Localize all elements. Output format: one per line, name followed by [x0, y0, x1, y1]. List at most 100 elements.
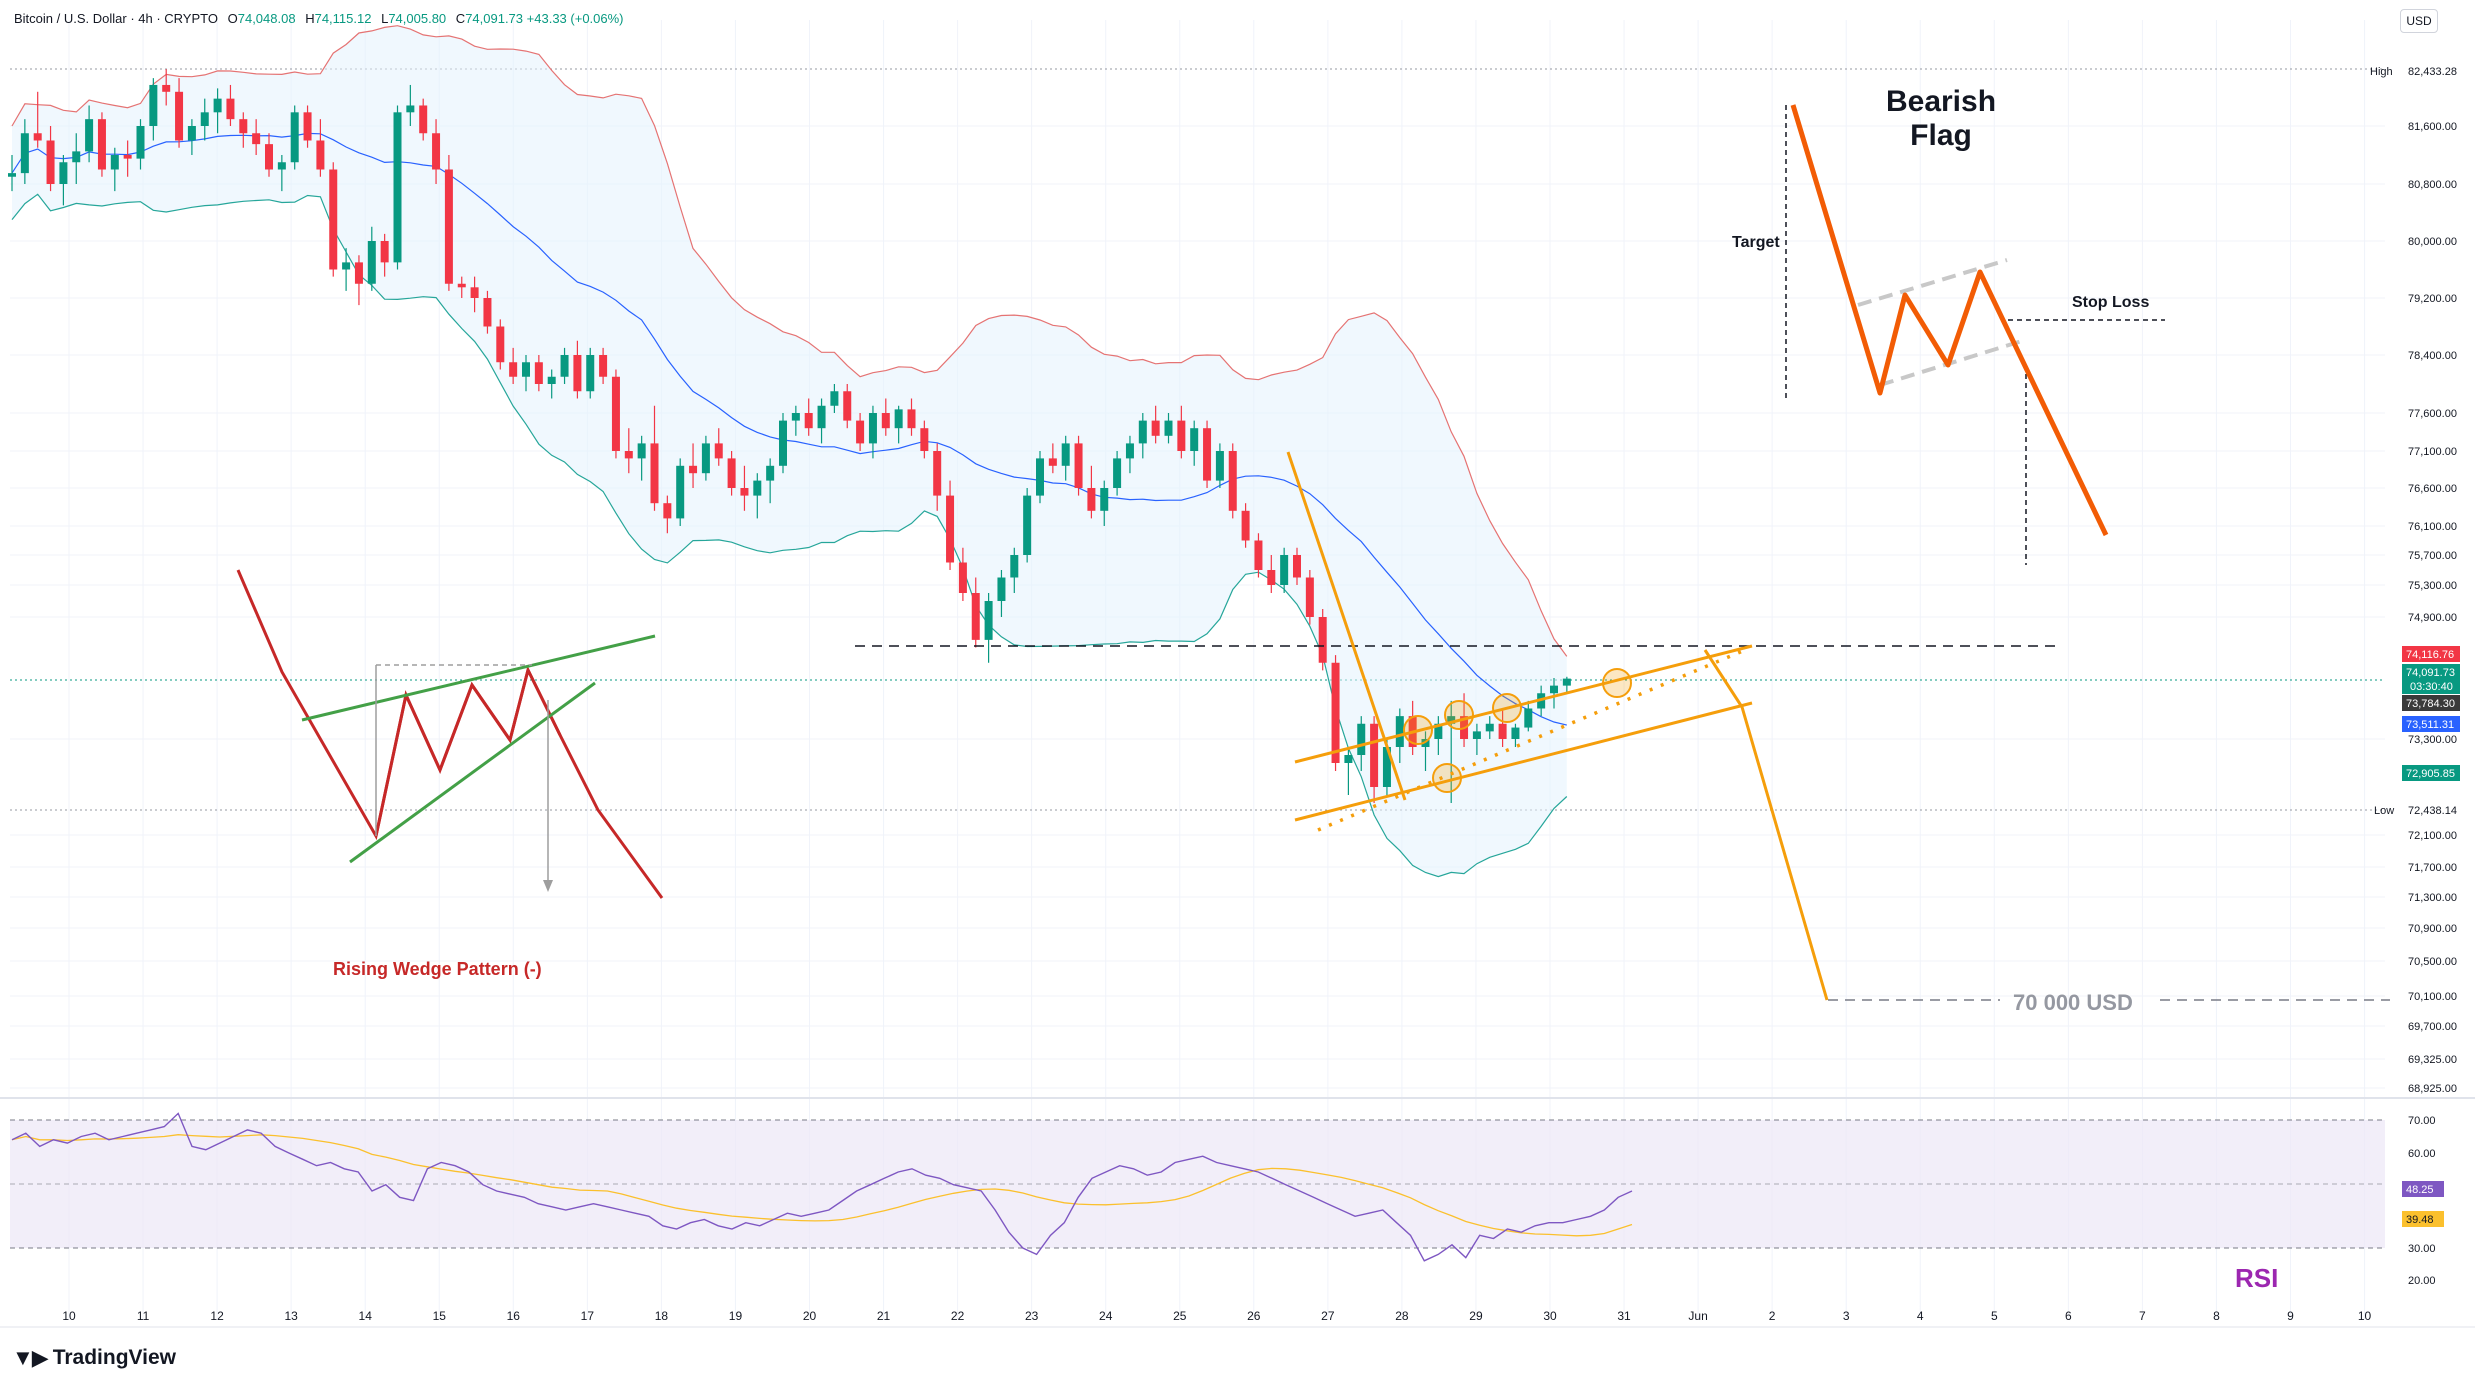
time-tick-label: 19: [729, 1309, 743, 1323]
price-tick-label: 73,300.00: [2408, 734, 2457, 746]
wedge-upper-line: [301, 634, 656, 722]
candle-body: [149, 84, 158, 126]
candle-body: [432, 133, 441, 170]
flag-channel-lower: [1879, 338, 2026, 387]
candle-body: [1305, 577, 1314, 617]
time-tick-label: 10: [62, 1309, 76, 1323]
time-tick-label: 9: [2287, 1309, 2294, 1323]
candle-body: [175, 91, 184, 141]
candle-body: [1280, 555, 1289, 585]
price-axis[interactable]: 81,600.00 80,800.00 80,000.00 79,200.00 78,4…: [2408, 121, 2457, 1095]
candle-body: [791, 413, 800, 421]
price-tick-label: 81,600.00: [2408, 121, 2457, 133]
candle-body: [843, 391, 852, 421]
candle-body: [1241, 510, 1250, 541]
channel-dotted: [1317, 648, 1746, 832]
candle-body: [509, 362, 518, 377]
time-tick-label: 27: [1321, 1309, 1335, 1323]
candle-body: [740, 488, 749, 496]
rsi-tick-label: 70.00: [2408, 1115, 2436, 1127]
candle-body: [1203, 428, 1212, 481]
low-label: L: [381, 11, 389, 26]
rsi-line: [11, 1112, 1633, 1262]
high-tag-label: High: [2370, 66, 2393, 78]
open-label: O: [227, 11, 238, 26]
drop-line: [1286, 451, 1407, 801]
time-axis[interactable]: 10 11 12 13 14 15 16 17 18 19 20 21 22 23 24 25 26 27 28 29…: [62, 1309, 2371, 1323]
price-tags: High 82,433.28 Low 72,438.14 74,116.76 7…: [2370, 66, 2460, 1227]
open-value: 74,048.08: [237, 11, 296, 26]
candle-body: [1061, 443, 1070, 466]
price-tick-label: 69,325.00: [2408, 1054, 2457, 1066]
wedge-red-path: [236, 569, 664, 899]
candle-body: [1318, 617, 1327, 663]
candle-body: [1177, 420, 1186, 451]
candle-body: [997, 577, 1006, 601]
price-tick-label: 80,800.00: [2408, 179, 2457, 191]
time-tick-label: 10: [2358, 1309, 2372, 1323]
price-tick-label: 80,000.00: [2408, 236, 2457, 248]
price-tick-label: 71,300.00: [2408, 892, 2457, 904]
candle-body: [1370, 723, 1379, 787]
candle-body: [470, 287, 479, 298]
high-value: 74,115.12: [314, 11, 372, 26]
grid-horizontal: [10, 125, 2385, 1089]
time-tick-label: 29: [1469, 1309, 1483, 1323]
rsi-value-text: 48.25: [2406, 1184, 2434, 1196]
candle-body: [1048, 458, 1057, 466]
current-price-value: 74,091.73: [2406, 667, 2455, 679]
tradingview-brand[interactable]: ▼▶ TradingView: [12, 1345, 176, 1371]
candle-body: [958, 562, 967, 593]
currency-button[interactable]: USD: [2400, 9, 2438, 33]
candle-body: [1010, 555, 1019, 578]
price-tick-label: 74,900.00: [2408, 612, 2457, 624]
close-label: C: [455, 11, 466, 26]
candle-body: [1023, 495, 1032, 555]
candle-body: [213, 98, 222, 113]
price-tick-label: 69,700.00: [2408, 1021, 2457, 1033]
candle-body: [1074, 443, 1083, 488]
low-value: 74,005.80: [388, 11, 447, 26]
candle-body: [1036, 458, 1044, 496]
candle-body: [560, 355, 569, 377]
candle-body: [856, 420, 865, 444]
candle-body: [1087, 488, 1096, 511]
symbol-header[interactable]: Bitcoin / U.S. Dollar · 4h · CRYPTO O74,…: [14, 11, 624, 26]
candle-body: [457, 283, 466, 288]
time-tick-label: 20: [803, 1309, 817, 1323]
candle-body: [419, 105, 428, 134]
candle-body: [1331, 662, 1340, 763]
time-tick-label: 6: [2065, 1309, 2072, 1323]
bollinger-upper: [11, 25, 1568, 657]
flag-stop-loss-label: Stop Loss: [2072, 294, 2149, 311]
candle-body: [611, 376, 620, 451]
green-tag-value: 72,905.85: [2406, 768, 2455, 780]
candle-body: [162, 84, 171, 92]
candle-body: [200, 112, 209, 126]
price-tick-label: 76,600.00: [2408, 483, 2457, 495]
candle-body: [933, 451, 942, 496]
candle-body: [894, 409, 903, 429]
channel-upper: [1294, 644, 1753, 764]
candle-body: [1138, 420, 1147, 444]
candle-body: [1215, 451, 1224, 481]
time-tick-label: 31: [1617, 1309, 1631, 1323]
candle-body: [303, 112, 312, 141]
candle-body: [136, 126, 145, 159]
price-tick-label: 70,500.00: [2408, 956, 2457, 968]
candle-body: [290, 112, 299, 163]
green-tag-box: [2402, 765, 2460, 781]
candle-body: [97, 119, 106, 170]
blue-tag-value: 73,511.31: [2406, 719, 2454, 731]
time-tick-label: 18: [655, 1309, 669, 1323]
candle-body: [663, 503, 672, 519]
rsi-value-box: [2402, 1181, 2444, 1197]
touch-circle-3: [1492, 693, 1522, 723]
tradingview-logo-icon: ▼▶: [12, 1345, 49, 1370]
symbol-title[interactable]: Bitcoin / U.S. Dollar · 4h · CRYPTO: [14, 11, 218, 26]
brand-name: TradingView: [52, 1346, 177, 1369]
candle-body: [676, 465, 685, 519]
rsi-axis[interactable]: 70.00 60.00 30.00 20.00: [2408, 1115, 2436, 1287]
